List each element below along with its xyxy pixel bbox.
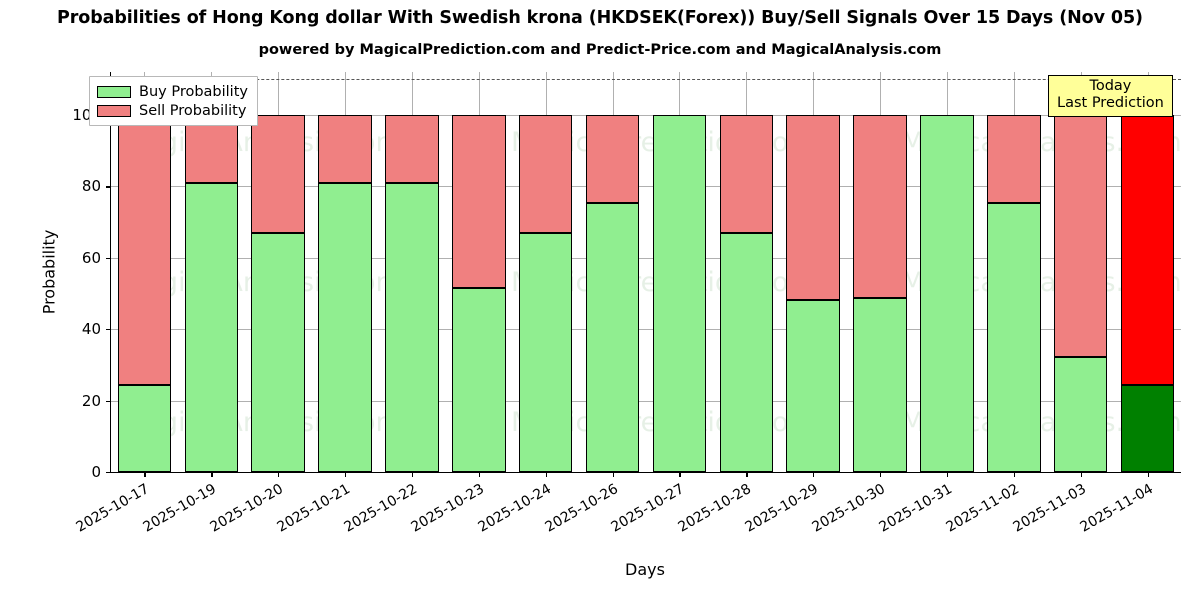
bar-segment-buy[interactable] bbox=[585, 202, 640, 472]
x-tick-mark bbox=[679, 472, 681, 477]
bar-segment-buy[interactable] bbox=[652, 114, 707, 472]
bar-group[interactable] bbox=[1053, 72, 1108, 472]
bar-segment-sell[interactable] bbox=[585, 114, 640, 203]
bar-segment-buy[interactable] bbox=[184, 182, 239, 472]
bar-group[interactable] bbox=[652, 72, 707, 472]
x-tick-mark bbox=[813, 472, 815, 477]
chart-subtitle: powered by MagicalPrediction.com and Pre… bbox=[258, 42, 942, 58]
x-axis-label: Days bbox=[625, 560, 665, 579]
bar-group[interactable] bbox=[117, 72, 172, 472]
today-annotation-line1: Today bbox=[1089, 78, 1132, 94]
legend-swatch-buy bbox=[97, 85, 131, 98]
x-tick-mark bbox=[545, 472, 547, 477]
y-axis-label: Probability bbox=[39, 229, 59, 315]
y-gridline bbox=[111, 186, 1181, 188]
plot-inner: MagicalAnalysis.comMagicalPrediction.com… bbox=[111, 72, 1181, 472]
bar-segment-sell[interactable] bbox=[184, 114, 239, 183]
x-tick-mark bbox=[478, 472, 481, 477]
bar-group[interactable] bbox=[585, 72, 640, 472]
legend-label-buy: Buy Probability bbox=[139, 83, 248, 100]
y-tick-mark bbox=[106, 400, 111, 402]
bar-segment-buy[interactable] bbox=[385, 182, 439, 472]
chart-title: Probabilities of Hong Kong dollar With S… bbox=[57, 8, 1143, 28]
bar-segment-buy[interactable] bbox=[786, 299, 840, 472]
bar-segment-sell[interactable] bbox=[117, 114, 172, 385]
x-tick-mark bbox=[1147, 472, 1149, 477]
bar-group[interactable] bbox=[1120, 72, 1175, 472]
x-tick-mark bbox=[612, 472, 614, 477]
y-tick-label: 20 bbox=[81, 391, 101, 410]
bar-segment-sell[interactable] bbox=[1120, 114, 1175, 385]
y-tick-mark bbox=[106, 257, 111, 259]
bar-segment-sell[interactable] bbox=[987, 114, 1041, 203]
bar-group[interactable] bbox=[184, 72, 239, 472]
legend-item-sell: Sell Probability bbox=[97, 101, 248, 120]
y-tick-label: 40 bbox=[81, 320, 101, 339]
bar-segment-sell[interactable] bbox=[518, 114, 573, 233]
x-tick-mark bbox=[411, 472, 414, 477]
bar-segment-sell[interactable] bbox=[1053, 114, 1108, 357]
legend-item-buy: Buy Probability bbox=[97, 82, 248, 101]
bar-group[interactable] bbox=[786, 72, 840, 472]
y-tick-mark bbox=[106, 186, 111, 188]
bar-segment-buy[interactable] bbox=[318, 182, 372, 472]
x-tick-mark bbox=[746, 472, 748, 477]
x-tick-mark bbox=[1013, 472, 1016, 477]
bar-group[interactable] bbox=[920, 72, 974, 472]
x-tick-mark bbox=[144, 472, 146, 477]
bar-segment-buy[interactable] bbox=[452, 287, 506, 472]
y-tick-label: 80 bbox=[81, 177, 101, 196]
chart-legend: Buy Probability Sell Probability bbox=[89, 76, 258, 126]
x-tick-mark bbox=[1080, 472, 1082, 477]
bar-segment-buy[interactable] bbox=[518, 232, 573, 472]
bar-segment-buy[interactable] bbox=[1120, 384, 1175, 472]
x-tick-mark bbox=[880, 472, 882, 477]
y-gridline bbox=[111, 329, 1181, 331]
bar-group[interactable] bbox=[853, 72, 907, 472]
bar-group[interactable] bbox=[318, 72, 372, 472]
y-tick-label: 60 bbox=[81, 248, 101, 267]
bar-segment-sell[interactable] bbox=[385, 114, 439, 183]
bar-segment-buy[interactable] bbox=[251, 232, 305, 472]
bar-group[interactable] bbox=[452, 72, 506, 472]
bar-segment-buy[interactable] bbox=[853, 298, 907, 472]
bar-segment-sell[interactable] bbox=[719, 114, 774, 233]
bar-segment-buy[interactable] bbox=[719, 232, 774, 472]
legend-swatch-sell bbox=[97, 104, 131, 117]
y-gridline bbox=[111, 257, 1181, 259]
bar-segment-buy[interactable] bbox=[987, 202, 1041, 472]
y-tick-mark bbox=[106, 472, 111, 474]
bar-segment-sell[interactable] bbox=[251, 114, 305, 233]
y-gridline bbox=[111, 114, 1181, 116]
bar-group[interactable] bbox=[518, 72, 573, 472]
y-tick-mark bbox=[106, 329, 111, 331]
y-gridline bbox=[111, 400, 1181, 402]
today-annotation: Today Last Prediction bbox=[1048, 75, 1173, 118]
x-tick-mark bbox=[946, 472, 949, 477]
x-tick-mark bbox=[211, 472, 213, 477]
bar-segment-sell[interactable] bbox=[318, 114, 372, 183]
today-annotation-line2: Last Prediction bbox=[1057, 95, 1164, 112]
bar-group[interactable] bbox=[719, 72, 774, 472]
bar-segment-sell[interactable] bbox=[786, 114, 840, 300]
bar-segment-buy[interactable] bbox=[920, 114, 974, 472]
plot-area: Probability MagicalAnalysis.comMagicalPr… bbox=[40, 72, 1181, 536]
bar-segment-buy[interactable] bbox=[1053, 356, 1108, 472]
bar-segment-buy[interactable] bbox=[117, 384, 172, 472]
legend-label-sell: Sell Probability bbox=[139, 102, 247, 119]
x-tick-mark bbox=[278, 472, 280, 477]
y-tick-label: 0 bbox=[91, 463, 101, 481]
bar-segment-sell[interactable] bbox=[452, 114, 506, 288]
bar-group[interactable] bbox=[987, 72, 1041, 472]
bar-group[interactable] bbox=[385, 72, 439, 472]
bar-segment-sell[interactable] bbox=[853, 114, 907, 299]
reference-line bbox=[111, 79, 1181, 81]
x-tick-mark bbox=[345, 472, 347, 477]
bar-group[interactable] bbox=[251, 72, 305, 472]
